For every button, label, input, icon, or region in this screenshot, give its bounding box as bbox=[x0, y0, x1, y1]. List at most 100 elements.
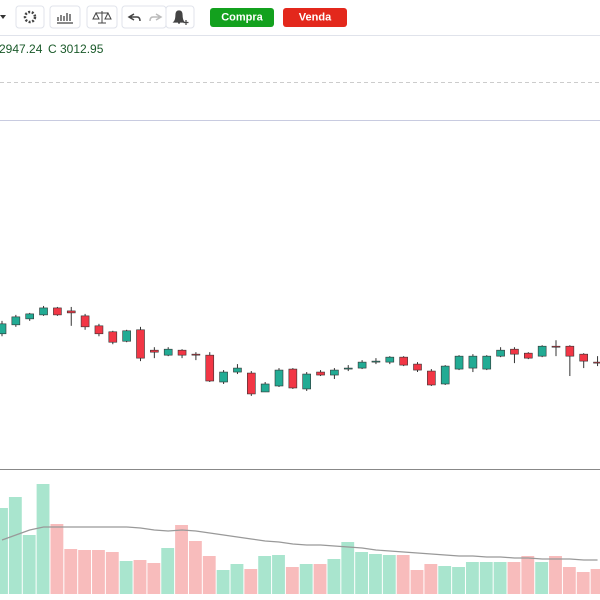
volume-bar bbox=[590, 569, 600, 594]
candle-body bbox=[66, 310, 76, 314]
indicators-button[interactable] bbox=[49, 5, 81, 29]
candle-body bbox=[122, 330, 131, 342]
bell-icon bbox=[172, 10, 189, 25]
candle-body bbox=[537, 345, 547, 357]
volume-bar bbox=[396, 555, 410, 594]
candle-body bbox=[108, 331, 118, 343]
scale-icon bbox=[92, 11, 112, 24]
ohlc-close: C 3012.95 bbox=[48, 42, 104, 56]
volume-bar bbox=[452, 567, 465, 594]
volume-bar bbox=[562, 567, 576, 594]
candle-body bbox=[219, 371, 228, 383]
settings-button[interactable] bbox=[15, 5, 45, 29]
candle-body bbox=[357, 361, 367, 369]
dropdown-caret[interactable] bbox=[0, 15, 6, 19]
candle-body bbox=[551, 345, 561, 348]
candle-body bbox=[177, 349, 187, 356]
sell-button[interactable] bbox=[283, 8, 347, 27]
volume-bar bbox=[133, 560, 147, 594]
gear-icon bbox=[23, 10, 37, 24]
volume-bar bbox=[105, 552, 119, 594]
volume-bar bbox=[22, 535, 36, 594]
volume-bar bbox=[147, 563, 161, 594]
volume-bar bbox=[202, 556, 216, 594]
volume-bar bbox=[216, 570, 230, 594]
undo-icon[interactable] bbox=[127, 13, 141, 22]
candle-body bbox=[39, 307, 48, 316]
candle-body bbox=[0, 323, 7, 335]
volume-bar bbox=[327, 559, 341, 594]
volume-bar bbox=[369, 554, 382, 594]
candle-body bbox=[288, 368, 298, 389]
candle-body bbox=[316, 371, 325, 376]
candle-body bbox=[371, 360, 381, 363]
candle-body bbox=[523, 352, 533, 359]
candle-body bbox=[579, 353, 589, 362]
candle-body bbox=[247, 372, 256, 395]
candle-pane bbox=[0, 305, 600, 396]
volume-bar bbox=[507, 562, 521, 594]
volume-bar bbox=[0, 508, 8, 594]
candle-body bbox=[565, 345, 575, 357]
candle-body bbox=[399, 356, 408, 366]
candle-body bbox=[53, 307, 62, 316]
candle-body bbox=[482, 355, 492, 370]
candle-body bbox=[510, 348, 519, 355]
candle-body bbox=[136, 329, 145, 359]
indicators-icon bbox=[57, 13, 73, 24]
volume-bar bbox=[410, 570, 424, 594]
volume-bar bbox=[258, 556, 272, 594]
volume-bar bbox=[521, 556, 535, 594]
volume-bar bbox=[576, 572, 590, 594]
candle-body bbox=[302, 373, 312, 390]
buy-label: Compra bbox=[221, 11, 263, 23]
redo-icon[interactable] bbox=[149, 13, 163, 22]
volume-bar bbox=[299, 564, 313, 594]
candle-body bbox=[274, 369, 284, 387]
candle-body bbox=[440, 365, 450, 385]
volume-bar bbox=[50, 524, 64, 594]
volume-bar bbox=[188, 541, 202, 594]
volume-bar bbox=[313, 564, 327, 594]
candle-body bbox=[80, 315, 90, 328]
volume-bar bbox=[549, 556, 562, 594]
volume-bar bbox=[78, 550, 92, 594]
buy-button[interactable] bbox=[210, 8, 274, 27]
candle-body bbox=[260, 383, 270, 393]
volume-bar bbox=[230, 564, 244, 594]
volume-bar bbox=[479, 562, 493, 594]
volume-bar bbox=[8, 497, 22, 594]
volume-bar bbox=[382, 555, 396, 594]
volume-bar bbox=[92, 550, 105, 594]
volume-pane bbox=[0, 484, 600, 594]
candle-body bbox=[330, 369, 339, 376]
volume-bar bbox=[36, 484, 50, 594]
volume-bar bbox=[161, 548, 175, 594]
candle-body bbox=[150, 349, 159, 353]
volume-bar bbox=[64, 549, 78, 594]
candle-body bbox=[205, 354, 215, 382]
volume-bar bbox=[272, 555, 285, 594]
volume-bar bbox=[175, 525, 188, 594]
candle-body bbox=[343, 367, 353, 370]
ohlc-low: 2947.24 bbox=[0, 42, 43, 56]
volume-bar bbox=[355, 552, 369, 594]
volume-bar bbox=[285, 567, 299, 594]
candle-body bbox=[385, 356, 395, 363]
volume-bar bbox=[244, 569, 258, 594]
candle-body bbox=[11, 316, 21, 326]
volume-bar bbox=[465, 562, 479, 594]
volume-bar bbox=[535, 562, 549, 594]
candle-body bbox=[427, 370, 436, 386]
candle-body bbox=[94, 325, 104, 335]
candle-body bbox=[413, 363, 422, 371]
candle-body bbox=[25, 313, 35, 320]
volume-bar bbox=[119, 561, 133, 594]
candle-body bbox=[496, 349, 505, 357]
sell-label: Venda bbox=[299, 11, 332, 23]
candle-body bbox=[191, 353, 201, 356]
candle-body bbox=[233, 367, 242, 373]
